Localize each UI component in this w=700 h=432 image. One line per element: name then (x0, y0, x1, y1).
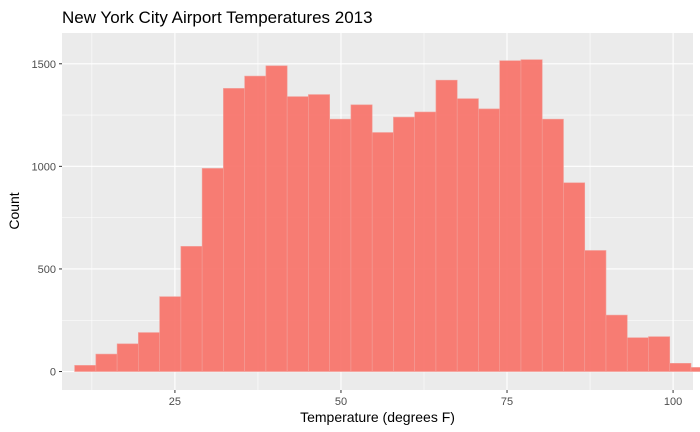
histogram-bar (138, 332, 160, 372)
histogram-bar (690, 367, 700, 372)
histogram-bar (414, 111, 437, 372)
histogram-bar (159, 296, 182, 372)
histogram-bar (74, 365, 97, 372)
histogram-bar (478, 108, 501, 372)
x-tick-label: 50 (335, 396, 347, 408)
histogram-bar (350, 104, 373, 372)
y-tick-label: 500 (38, 264, 56, 276)
x-axis-label: Temperature (degrees F) (300, 409, 455, 425)
histogram-bar (584, 250, 607, 372)
histogram-bar (95, 353, 118, 372)
x-tick-label: 100 (664, 396, 682, 408)
histogram-bar (393, 116, 415, 372)
histogram-bar (371, 132, 394, 372)
x-tick-label: 75 (501, 396, 513, 408)
histogram-bar (456, 98, 479, 372)
histogram-bar (116, 343, 139, 372)
histogram-bar (329, 118, 352, 372)
chart-title: New York City Airport Temperatures 2013 (62, 8, 373, 27)
histogram-bar (520, 59, 543, 372)
y-axis-label: Count (6, 192, 22, 229)
y-axis-ticks: 0 500 1000 1500 (32, 59, 62, 379)
histogram-bar (541, 118, 564, 372)
histogram-bar (201, 168, 224, 372)
histogram-bar (308, 94, 330, 372)
histogram-bar (563, 182, 586, 372)
histogram-bars (74, 59, 700, 372)
histogram-bar (223, 88, 245, 372)
y-tick-label: 0 (50, 367, 56, 379)
histogram-bar (286, 96, 309, 372)
histogram-bar (435, 79, 458, 372)
histogram-bar (244, 75, 267, 372)
histogram-bar (648, 336, 671, 372)
x-axis-ticks: 25 50 75 100 (169, 390, 682, 408)
histogram-bar (669, 363, 692, 372)
histogram-bar (605, 314, 628, 372)
histogram-bar (626, 337, 649, 372)
x-tick-label: 25 (169, 396, 181, 408)
y-tick-label: 1000 (32, 161, 56, 173)
histogram-bar (265, 65, 288, 372)
histogram-bar (180, 246, 203, 372)
histogram-bar (499, 60, 522, 372)
y-tick-label: 1500 (32, 59, 56, 71)
